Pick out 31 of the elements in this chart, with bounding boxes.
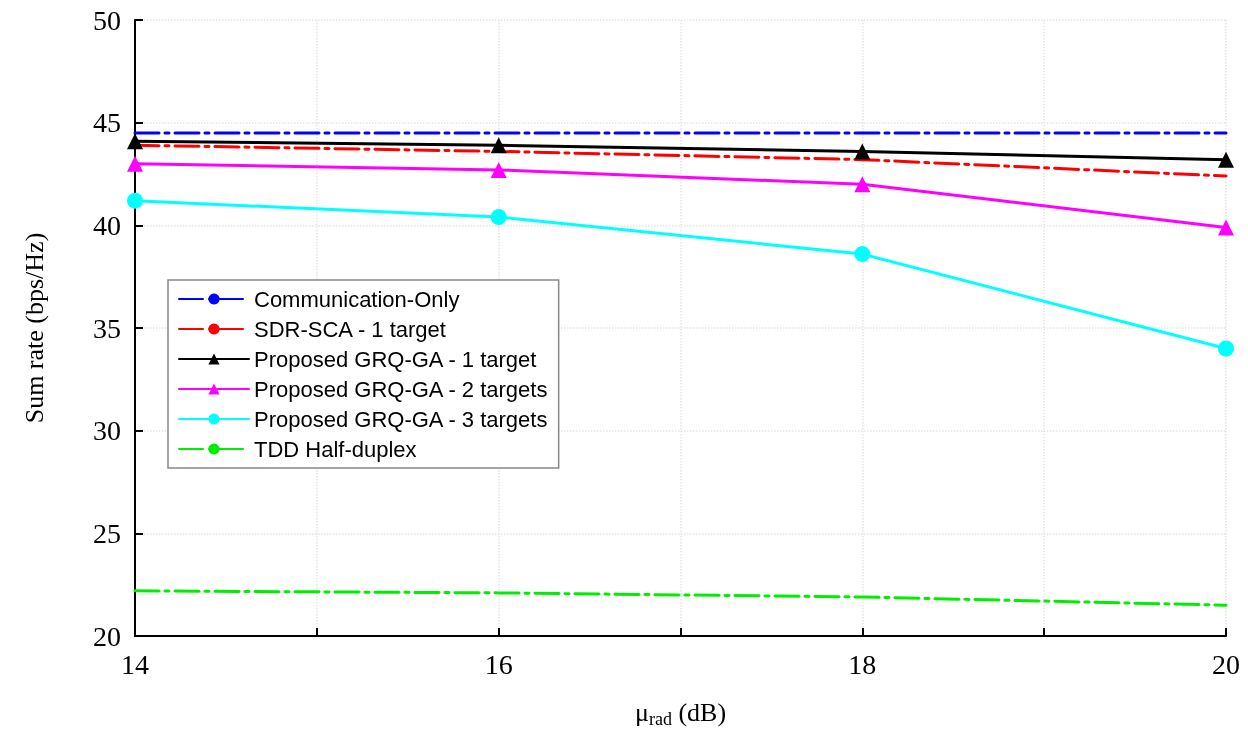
legend-label: Proposed GRQ-GA - 3 targets <box>254 406 548 432</box>
point <box>1218 340 1234 357</box>
point <box>854 176 871 193</box>
legend-label: Proposed GRQ-GA - 2 targets <box>254 376 548 402</box>
x-tick-label: 18 <box>848 648 877 680</box>
legend-label: SDR-SCA - 1 target <box>254 316 446 342</box>
point <box>1218 219 1234 236</box>
legend-label: Communication-Only <box>254 286 460 312</box>
y-tick-label: 30 <box>93 415 121 447</box>
point <box>854 246 871 263</box>
x-tick-label: 20 <box>1212 648 1240 680</box>
point <box>127 155 143 172</box>
x-tick-label: 16 <box>484 648 513 680</box>
y-tick-label: 25 <box>93 517 121 549</box>
legend-label: TDD Half-duplex <box>254 436 417 462</box>
y-tick-label: 50 <box>93 4 121 36</box>
point <box>490 209 507 226</box>
y-tick-label: 45 <box>93 107 121 139</box>
x-tick-label: 14 <box>121 648 149 680</box>
y-tick-label: 20 <box>93 620 121 652</box>
legend-label: Proposed GRQ-GA - 1 target <box>254 346 537 372</box>
y-axis-title: Sum rate (bps/Hz) <box>19 232 49 424</box>
point <box>127 133 143 150</box>
point <box>490 137 507 154</box>
point <box>127 192 143 209</box>
line-series <box>133 589 1228 607</box>
point <box>1218 151 1234 168</box>
point <box>854 143 871 160</box>
point <box>490 161 507 178</box>
y-tick-label: 35 <box>93 312 121 344</box>
y-tick-label: 40 <box>93 209 121 241</box>
